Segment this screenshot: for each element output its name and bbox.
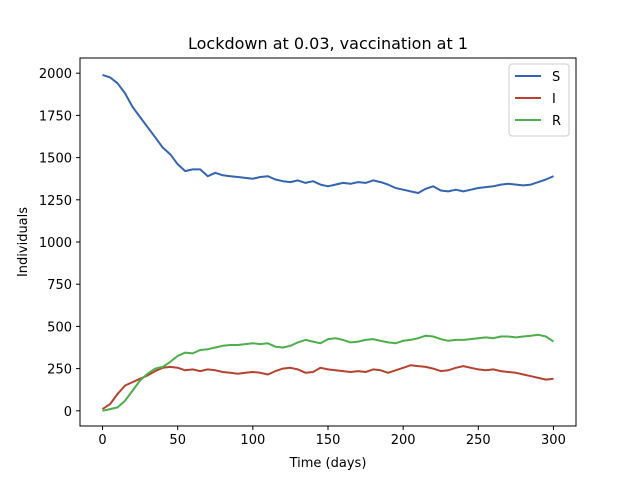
- legend-label-R: R: [552, 114, 561, 129]
- x-tick-label: 300: [541, 433, 566, 448]
- y-tick-label: 750: [47, 278, 72, 293]
- y-tick-label: 2000: [39, 67, 72, 82]
- y-tick-label: 1750: [39, 109, 72, 124]
- y-axis-label: Individuals: [16, 207, 31, 277]
- y-tick-label: 0: [64, 405, 72, 420]
- legend-label-I: I: [552, 92, 556, 107]
- x-tick-label: 150: [316, 433, 341, 448]
- series-layer: [101, 73, 555, 412]
- plot-area: [80, 58, 576, 426]
- series-line-S: [102, 73, 554, 194]
- x-axis-label: Time (days): [289, 456, 367, 471]
- x-tick-label: 0: [98, 433, 106, 448]
- y-tick-label: 1000: [39, 236, 72, 251]
- x-tick-label: 50: [169, 433, 186, 448]
- series-line-I: [101, 364, 554, 410]
- x-tick-label: 100: [240, 433, 265, 448]
- x-tick-label: 250: [466, 433, 491, 448]
- chart-title: Lockdown at 0.03, vaccination at 1: [188, 34, 468, 53]
- axes-layer: 0 50 100 150 200 250 300 0 250 500 750 1000 1250 1500…: [39, 57, 577, 448]
- y-tick-label: 1250: [39, 194, 72, 209]
- legend-label-S: S: [552, 70, 560, 85]
- y-tick-label: 250: [47, 363, 72, 378]
- y-tick-label: 500: [47, 320, 72, 335]
- legend-box: [508, 63, 570, 137]
- legend: SIR: [508, 63, 570, 137]
- y-tick-label: 1500: [39, 152, 72, 167]
- x-tick-label: 200: [391, 433, 416, 448]
- series-line-R: [102, 333, 555, 412]
